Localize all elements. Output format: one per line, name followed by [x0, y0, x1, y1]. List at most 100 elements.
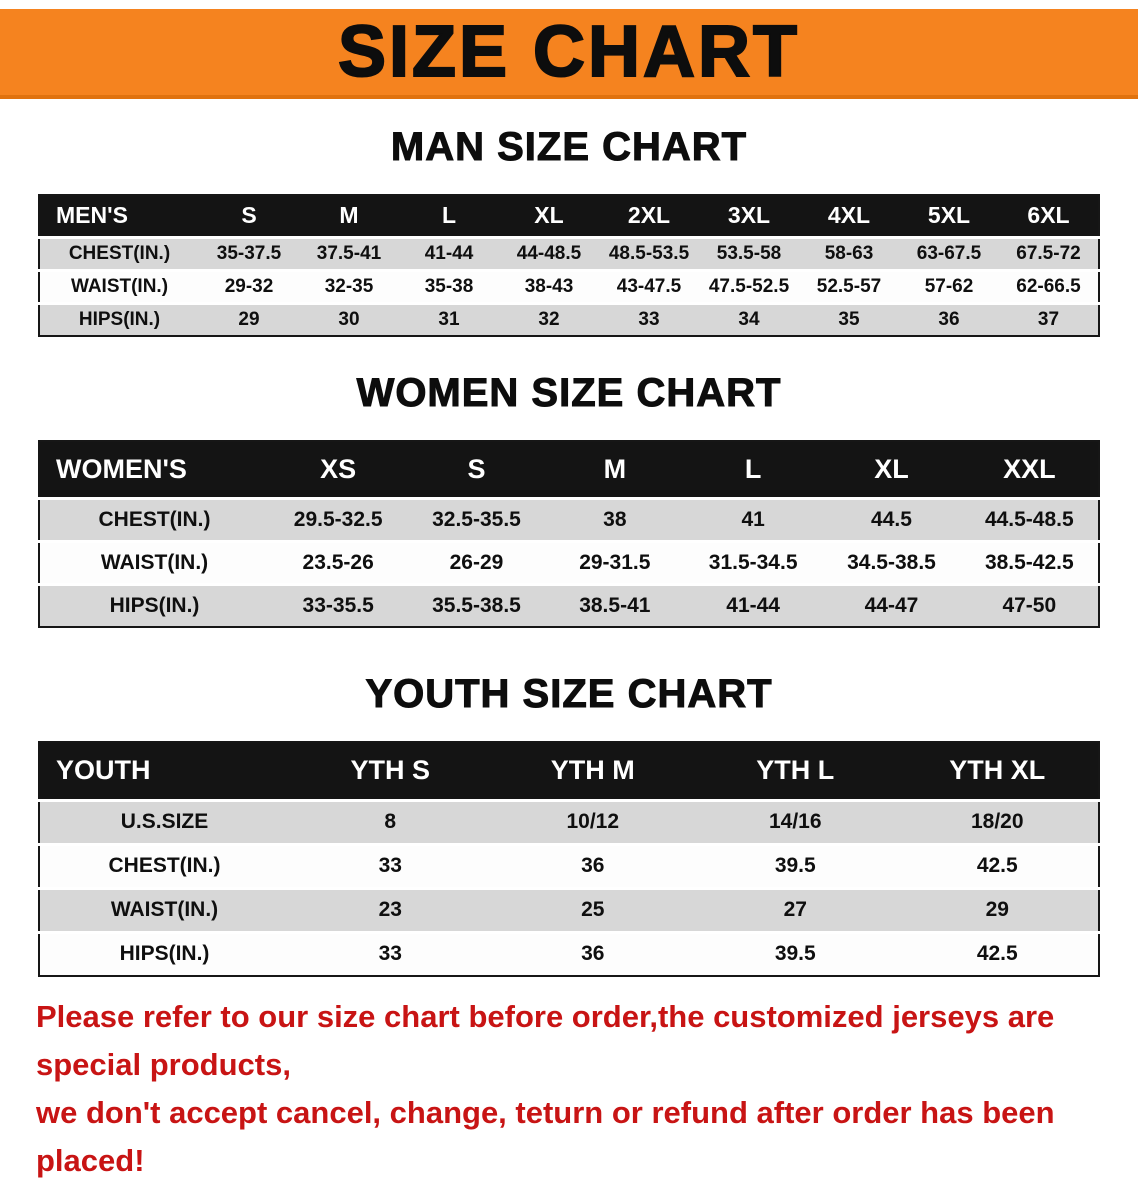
table-title-cell: WOMEN'S [39, 441, 269, 498]
value-cell: 42.5 [896, 844, 1099, 888]
value-cell: 41 [683, 498, 823, 541]
table-title-cell: MEN'S [39, 195, 199, 237]
table-row: HIPS(IN.) 33-35.5 35.5-38.5 38.5-41 41-44 44-… [39, 584, 1099, 627]
table-row: WAIST(IN.) 29-32 32-35 35-38 38-43 43-47.5 47.… [39, 270, 1099, 303]
value-cell: 44-47 [822, 584, 961, 627]
value-cell: 35-38 [399, 270, 499, 303]
value-cell: 57-62 [899, 270, 999, 303]
table-row: WAIST(IN.) 23.5-26 26-29 29-31.5 31.5-34.5 34… [39, 541, 1099, 584]
size-header-cell: YTH M [491, 742, 694, 800]
value-cell: 47-50 [960, 584, 1099, 627]
row-label-cell: WAIST(IN.) [39, 270, 199, 303]
value-cell: 14/16 [694, 800, 897, 844]
disclaimer-line-2: we don't accept cancel, change, teturn o… [36, 1095, 1055, 1179]
value-cell: 67.5-72 [999, 237, 1099, 270]
table-row: HIPS(IN.) 29 30 31 32 33 34 35 36 37 [39, 303, 1099, 336]
value-cell: 38.5-41 [545, 584, 684, 627]
value-cell: 35 [799, 303, 899, 336]
value-cell: 36 [899, 303, 999, 336]
size-header-cell: M [299, 195, 399, 237]
size-header-cell: YTH S [289, 742, 492, 800]
value-cell: 43-47.5 [599, 270, 699, 303]
row-label-cell: CHEST(IN.) [39, 237, 199, 270]
value-cell: 31 [399, 303, 499, 336]
value-cell: 52.5-57 [799, 270, 899, 303]
value-cell: 34.5-38.5 [822, 541, 961, 584]
value-cell: 33 [289, 844, 492, 888]
women-size-table: WOMEN'S XS S M L XL XXL CHEST(IN.) 29.5-32.5 32.5… [38, 440, 1100, 628]
size-header-cell: 2XL [599, 195, 699, 237]
value-cell: 37.5-41 [299, 237, 399, 270]
row-label-cell: WAIST(IN.) [39, 888, 289, 932]
value-cell: 62-66.5 [999, 270, 1099, 303]
value-cell: 32 [499, 303, 599, 336]
value-cell: 29-31.5 [545, 541, 684, 584]
row-label-cell: WAIST(IN.) [39, 541, 269, 584]
row-label-cell: HIPS(IN.) [39, 584, 269, 627]
size-header-cell: YTH L [694, 742, 897, 800]
value-cell: 48.5-53.5 [599, 237, 699, 270]
size-header-cell: L [399, 195, 499, 237]
size-header-cell: S [199, 195, 299, 237]
banner: SIZE CHART [0, 9, 1138, 99]
men-section-heading: MAN SIZE CHART [390, 125, 748, 170]
value-cell: 44.5 [822, 498, 961, 541]
youth-section: YOUTH SIZE CHART YOUTH YTH S YTH M YTH L YTH… [0, 672, 1138, 977]
value-cell: 32.5-35.5 [407, 498, 546, 541]
women-section: WOMEN SIZE CHART WOMEN'S XS S M L XL XXL CHEST(… [0, 371, 1138, 628]
value-cell: 38.5-42.5 [960, 541, 1099, 584]
row-label-cell: HIPS(IN.) [39, 932, 289, 976]
value-cell: 33-35.5 [269, 584, 408, 627]
value-cell: 30 [299, 303, 399, 336]
disclaimer-line-1: Please refer to our size chart before or… [36, 999, 1055, 1083]
value-cell: 39.5 [694, 844, 897, 888]
value-cell: 33 [289, 932, 492, 976]
table-row: CHEST(IN.) 33 36 39.5 42.5 [39, 844, 1099, 888]
size-header-cell: 6XL [999, 195, 1099, 237]
table-row: HIPS(IN.) 33 36 39.5 42.5 [39, 932, 1099, 976]
size-header-cell: XL [499, 195, 599, 237]
size-header-cell: XXL [960, 441, 1099, 498]
value-cell: 42.5 [896, 932, 1099, 976]
size-header-cell: XL [822, 441, 961, 498]
value-cell: 36 [491, 844, 694, 888]
value-cell: 37 [999, 303, 1099, 336]
row-label-cell: CHEST(IN.) [39, 498, 269, 541]
size-header-cell: XS [269, 441, 408, 498]
value-cell: 29 [896, 888, 1099, 932]
value-cell: 31.5-34.5 [683, 541, 823, 584]
size-header-cell: 4XL [799, 195, 899, 237]
table-header-row: MEN'S S M L XL 2XL 3XL 4XL 5XL 6XL [39, 195, 1099, 237]
value-cell: 23 [289, 888, 492, 932]
value-cell: 53.5-58 [699, 237, 799, 270]
table-header-row: WOMEN'S XS S M L XL XXL [39, 441, 1099, 498]
value-cell: 44.5-48.5 [960, 498, 1099, 541]
size-header-cell: M [545, 441, 684, 498]
value-cell: 32-35 [299, 270, 399, 303]
table-row: U.S.SIZE 8 10/12 14/16 18/20 [39, 800, 1099, 844]
men-size-table: MEN'S S M L XL 2XL 3XL 4XL 5XL 6XL CHEST(IN.) 35-37… [38, 194, 1100, 337]
value-cell: 63-67.5 [899, 237, 999, 270]
value-cell: 35-37.5 [199, 237, 299, 270]
value-cell: 39.5 [694, 932, 897, 976]
size-header-cell: 3XL [699, 195, 799, 237]
value-cell: 10/12 [491, 800, 694, 844]
row-label-cell: CHEST(IN.) [39, 844, 289, 888]
value-cell: 33 [599, 303, 699, 336]
value-cell: 18/20 [896, 800, 1099, 844]
table-title-cell: YOUTH [39, 742, 289, 800]
size-header-cell: S [407, 441, 546, 498]
size-chart-page: SIZE CHART MAN SIZE CHART MEN'S S M L XL 2XL 3… [0, 9, 1138, 1185]
value-cell: 26-29 [407, 541, 546, 584]
row-label-cell: U.S.SIZE [39, 800, 289, 844]
value-cell: 29-32 [199, 270, 299, 303]
value-cell: 25 [491, 888, 694, 932]
value-cell: 58-63 [799, 237, 899, 270]
row-label-cell: HIPS(IN.) [39, 303, 199, 336]
youth-size-table: YOUTH YTH S YTH M YTH L YTH XL U.S.SIZE 8 10/12… [38, 741, 1100, 977]
value-cell: 29.5-32.5 [269, 498, 408, 541]
value-cell: 47.5-52.5 [699, 270, 799, 303]
value-cell: 41-44 [683, 584, 823, 627]
table-row: CHEST(IN.) 29.5-32.5 32.5-35.5 38 41 44.5 44.5… [39, 498, 1099, 541]
value-cell: 35.5-38.5 [407, 584, 546, 627]
